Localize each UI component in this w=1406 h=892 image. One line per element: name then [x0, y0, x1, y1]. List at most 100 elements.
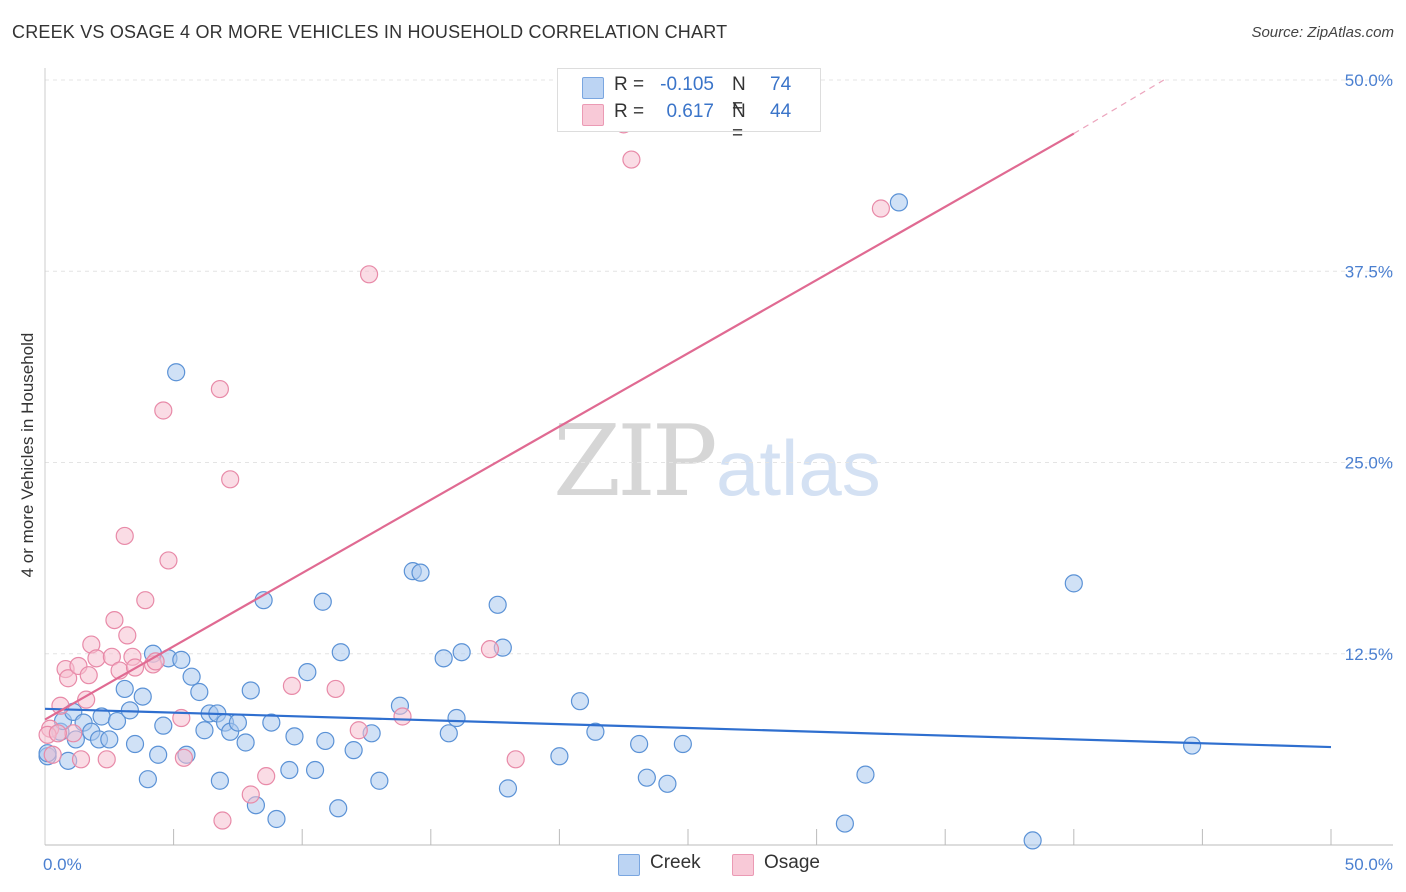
osage-point: [241, 785, 260, 804]
creek-point: [182, 667, 201, 686]
osage-point: [59, 669, 78, 688]
trend-lines: [44, 79, 1332, 749]
grid-lines: [45, 79, 1393, 655]
creek-point: [673, 734, 692, 754]
creek-point: [439, 724, 458, 743]
osage-point: [282, 676, 302, 695]
y-tick-label: 12.5%: [1345, 645, 1393, 664]
osage-point: [87, 649, 106, 668]
creek-point: [313, 592, 332, 611]
creek-point: [172, 650, 191, 669]
creek-point: [329, 799, 348, 818]
osage-trend-extension: [1073, 79, 1165, 135]
creek-point: [1183, 736, 1202, 755]
osage-point: [97, 750, 116, 769]
osage-point: [210, 379, 229, 399]
creek-trend-line: [44, 707, 1332, 749]
osage-point: [159, 551, 178, 570]
creek-point: [452, 643, 471, 662]
creek-point: [115, 679, 134, 699]
osage-legend-icon: [732, 854, 754, 876]
creek-point: [586, 722, 605, 741]
creek-point: [344, 741, 363, 760]
osage-point: [393, 707, 412, 726]
creek-point: [331, 643, 350, 662]
osage-point: [48, 724, 67, 743]
creek-point: [280, 760, 299, 780]
creek-point: [637, 768, 656, 787]
osage-point: [71, 750, 91, 769]
correlation-legend: R = -0.105 N = 74 R = 0.617 N = 44: [557, 68, 821, 144]
creek-point: [305, 760, 325, 780]
creek-point: [195, 721, 214, 740]
osage-swatch: [582, 104, 604, 126]
creek-point: [107, 711, 127, 731]
watermark-atlas: atlas: [716, 424, 881, 512]
y-tick-label: 37.5%: [1345, 262, 1393, 281]
osage-point: [326, 679, 345, 699]
y-tick-label: 25.0%: [1345, 454, 1393, 473]
creek-legend-label: Creek: [650, 852, 701, 873]
legend-r-label: R =: [614, 101, 645, 122]
osage-point: [221, 470, 240, 489]
creek-point: [498, 779, 518, 798]
creek-point: [125, 734, 145, 754]
creek-point: [630, 734, 649, 754]
osage-point: [102, 647, 121, 666]
creek-point: [434, 649, 453, 668]
creek-point: [835, 814, 854, 833]
creek-point: [262, 713, 281, 732]
osage-point: [257, 767, 276, 786]
creek-point: [298, 663, 317, 682]
creek-point: [856, 765, 875, 784]
creek-point: [411, 563, 430, 582]
creek-point: [228, 713, 247, 732]
creek-point: [658, 774, 677, 793]
osage-points: [38, 115, 891, 830]
osage-point: [115, 526, 134, 546]
legend-r-value: 0.617: [666, 101, 714, 122]
tick-labels: 12.5% 25.0% 37.5% 50.0% 0.0% 50.0%: [43, 71, 1393, 874]
legend-r-value: -0.105: [660, 74, 714, 95]
legend-r-label: R =: [614, 74, 645, 95]
osage-point: [43, 745, 62, 764]
osage-point: [118, 626, 137, 645]
creek-point: [210, 771, 229, 790]
osage-point: [871, 199, 891, 218]
creek-point: [154, 716, 173, 735]
osage-point: [154, 401, 173, 420]
creek-point: [267, 809, 286, 829]
osage-point: [136, 591, 155, 610]
osage-point: [506, 750, 525, 769]
osage-point: [349, 721, 368, 740]
chart-title: CREEK VS OSAGE 4 OR MORE VEHICLES IN HOU…: [12, 22, 728, 42]
creek-point: [149, 745, 168, 764]
osage-point: [480, 640, 500, 659]
watermark-zip: ZIP: [553, 405, 718, 519]
creek-point: [138, 770, 157, 789]
creek-point: [1023, 831, 1042, 850]
creek-legend-icon: [618, 854, 640, 876]
creek-point: [133, 687, 152, 706]
osage-point: [359, 265, 379, 284]
creek-point: [447, 708, 466, 728]
creek-point: [190, 682, 209, 702]
creek-swatch: [582, 77, 604, 99]
creek-point: [167, 363, 186, 382]
osage-point: [77, 690, 96, 709]
creek-point: [570, 692, 590, 711]
osage-trend-line: [44, 132, 1075, 721]
creek-point: [1064, 574, 1083, 593]
creek-point: [241, 681, 260, 700]
x-tick-label: 0.0%: [43, 855, 82, 874]
source-label: Source: ZipAtlas.com: [1251, 24, 1394, 41]
creek-point: [316, 731, 335, 751]
legend-n-value: 74: [770, 74, 792, 95]
creek-point: [889, 193, 909, 212]
creek-point: [488, 595, 507, 614]
osage-point: [79, 666, 98, 685]
creek-point: [100, 730, 119, 749]
x-tick-label: 50.0%: [1345, 855, 1393, 874]
osage-point: [213, 811, 232, 830]
